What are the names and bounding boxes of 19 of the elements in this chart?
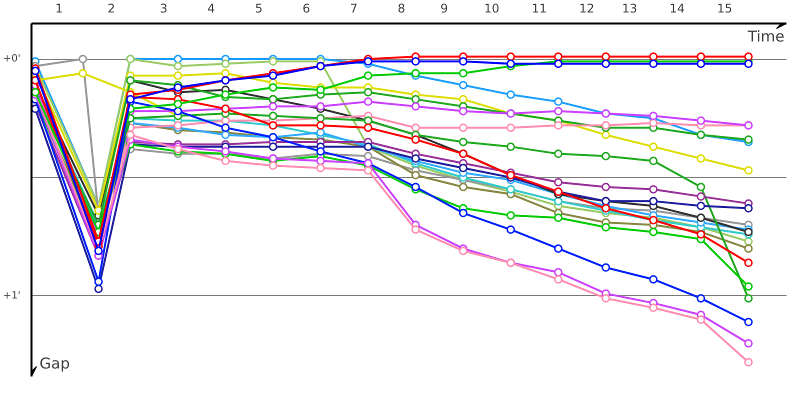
y-axis-title: Gap: [40, 354, 70, 372]
x-tick-label: 5: [254, 2, 263, 16]
x-tick-label: 15: [717, 2, 732, 16]
x-tick-label: 6: [302, 2, 310, 16]
x-tick-label: 9: [440, 2, 448, 16]
x-tick-label: 14: [670, 2, 685, 16]
x-tick-label: 12: [579, 2, 594, 16]
x-axis-title: Time: [746, 28, 785, 46]
x-tick-label: 3: [160, 2, 168, 16]
y-tick-label: +0': [3, 54, 21, 65]
x-tick-label: 7: [350, 2, 358, 16]
x-tick-label: 10: [484, 2, 500, 16]
x-tick-label: 4: [207, 2, 216, 16]
y-tick-label: +1': [3, 290, 21, 302]
x-tick-label: 8: [398, 2, 406, 16]
x-tick-label: 1: [55, 2, 63, 16]
x-tick-label: 11: [532, 2, 547, 16]
x-tick-label: 2: [108, 2, 116, 16]
x-tick-label: 13: [622, 2, 638, 16]
